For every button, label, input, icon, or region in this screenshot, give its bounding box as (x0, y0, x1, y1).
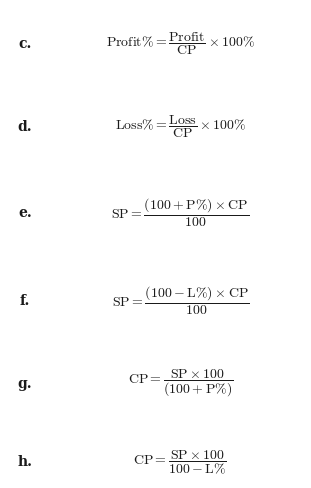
Text: c.: c. (18, 37, 32, 51)
Text: $\mathrm{CP = \dfrac{SP \times 100}{(100 + P\%)}}$: $\mathrm{CP = \dfrac{SP \times 100}{(100… (128, 367, 233, 399)
Text: $\mathrm{CP = \dfrac{SP \times 100}{100 - L\%}}$: $\mathrm{CP = \dfrac{SP \times 100}{100 … (133, 447, 227, 475)
Text: g.: g. (17, 376, 32, 390)
Text: f.: f. (20, 293, 30, 307)
Text: h.: h. (17, 454, 32, 468)
Text: e.: e. (18, 205, 32, 219)
Text: $\mathrm{Profit\% = \dfrac{Profit}{CP} \times 100\%}$: $\mathrm{Profit\% = \dfrac{Profit}{CP} \… (106, 31, 255, 57)
Text: $\mathrm{Loss\% = \dfrac{Loss}{CP} \times 100\%}$: $\mathrm{Loss\% = \dfrac{Loss}{CP} \time… (115, 114, 246, 140)
Text: $\mathrm{SP = \dfrac{(100 - L\%) \times CP}{100}}$: $\mathrm{SP = \dfrac{(100 - L\%) \times … (112, 284, 249, 316)
Text: $\mathrm{SP = \dfrac{(100 + P\%) \times CP}{100}}$: $\mathrm{SP = \dfrac{(100 + P\%) \times … (111, 196, 249, 228)
Text: d.: d. (17, 120, 32, 134)
